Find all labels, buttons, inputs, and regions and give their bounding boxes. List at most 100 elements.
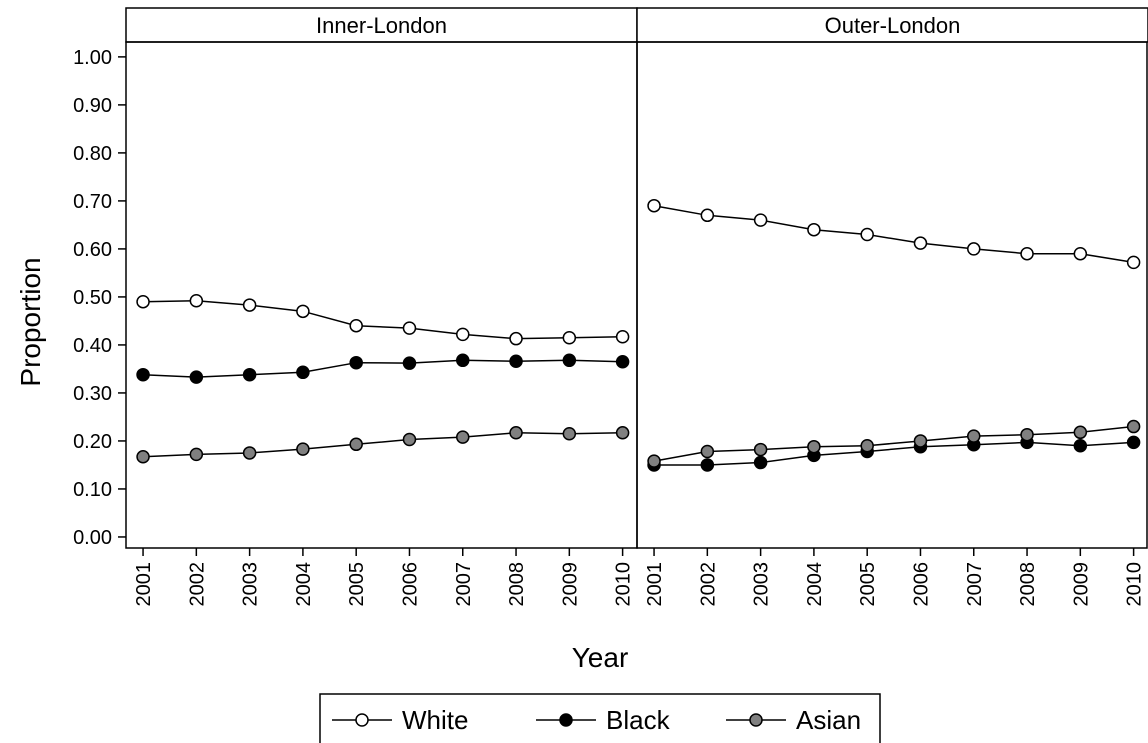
x-tick-label: 2002 [697, 562, 719, 607]
x-tick-label: 2006 [399, 562, 421, 607]
point [456, 327, 470, 342]
point [562, 353, 577, 368]
x-tick-label: 2008 [506, 562, 528, 607]
point [753, 213, 768, 227]
legend-label: Asian [796, 705, 861, 735]
point [1073, 246, 1088, 261]
point [456, 353, 470, 368]
panel-title: Outer-London [825, 13, 961, 38]
y-tick-label: 0.20 [73, 431, 112, 453]
point [189, 294, 204, 308]
y-tick-label: 1.00 [73, 47, 112, 69]
point [860, 227, 874, 242]
series-line [653, 425, 1134, 462]
point [242, 367, 257, 382]
point [296, 365, 310, 380]
y-tick-label: 0.30 [73, 383, 112, 405]
x-tick-label: 2005 [346, 562, 368, 607]
point [860, 438, 874, 453]
point [562, 426, 577, 441]
x-tick-label: 2007 [964, 562, 986, 607]
point [1073, 425, 1088, 440]
point [913, 236, 928, 250]
x-tick-label: 2007 [453, 562, 475, 607]
x-tick-label: 2002 [186, 562, 208, 607]
y-tick-label: 0.90 [73, 95, 112, 117]
point [967, 242, 981, 256]
point [402, 432, 417, 447]
series-line [654, 441, 1134, 466]
y-tick-label: 0.70 [73, 191, 112, 213]
y-tick-label: 0.10 [73, 479, 112, 501]
legend-marker [559, 713, 573, 727]
x-axis-label: Year [572, 642, 629, 673]
point [700, 444, 715, 459]
x-tick-label: 2009 [1070, 562, 1092, 607]
y-tick-label: 0.40 [73, 335, 112, 357]
point [913, 434, 928, 448]
point [1073, 438, 1088, 453]
point [1020, 427, 1034, 442]
point [136, 450, 150, 464]
point [296, 304, 310, 319]
y-tick-label: 0.50 [73, 287, 112, 309]
point [647, 198, 661, 213]
point [349, 437, 363, 452]
panel-frame [125, 41, 638, 549]
point [700, 208, 715, 223]
point [1126, 435, 1141, 450]
x-tick-label: 2001 [133, 562, 155, 607]
x-tick-label: 2003 [240, 562, 262, 607]
point [562, 330, 577, 345]
panel-title: Inner-London [316, 13, 447, 38]
point [615, 426, 630, 440]
point [456, 430, 470, 444]
point [700, 458, 715, 472]
point [753, 455, 768, 470]
point [349, 355, 363, 370]
legend-marker [355, 713, 369, 727]
point [615, 354, 630, 369]
series-line [143, 300, 623, 340]
point [136, 294, 150, 309]
point [509, 426, 523, 440]
x-tick-label: 2005 [857, 562, 879, 607]
point [509, 354, 523, 369]
point [807, 222, 821, 237]
x-tick-label: 2009 [559, 562, 581, 607]
legend-box [319, 693, 881, 743]
point [1020, 246, 1034, 261]
series-line [143, 432, 623, 458]
point [615, 330, 630, 344]
point [402, 321, 417, 335]
point [242, 446, 257, 460]
x-tick-label: 2001 [644, 562, 666, 607]
point [242, 298, 257, 312]
y-tick-label: 0.00 [73, 527, 112, 549]
legend-marker [749, 713, 763, 727]
point [1126, 255, 1141, 270]
point [402, 356, 417, 370]
panel-frame [636, 41, 1148, 549]
point [753, 442, 768, 457]
legend-label: White [402, 705, 468, 735]
point [349, 318, 363, 333]
series-line [143, 359, 623, 378]
panel-header [636, 7, 1148, 43]
x-tick-label: 2004 [804, 562, 826, 607]
point [136, 367, 150, 382]
x-tick-label: 2010 [613, 562, 635, 607]
point [647, 454, 661, 468]
x-tick-label: 2008 [1017, 562, 1039, 607]
y-tick-label: 0.60 [73, 239, 112, 261]
point [967, 429, 981, 443]
point [807, 439, 821, 454]
y-axis-label: Proportion [15, 257, 46, 386]
point [189, 370, 204, 384]
y-tick-label: 0.80 [73, 143, 112, 165]
point [1126, 419, 1141, 434]
point [509, 331, 523, 346]
x-tick-label: 2010 [1124, 562, 1146, 607]
x-tick-label: 2004 [293, 562, 315, 607]
